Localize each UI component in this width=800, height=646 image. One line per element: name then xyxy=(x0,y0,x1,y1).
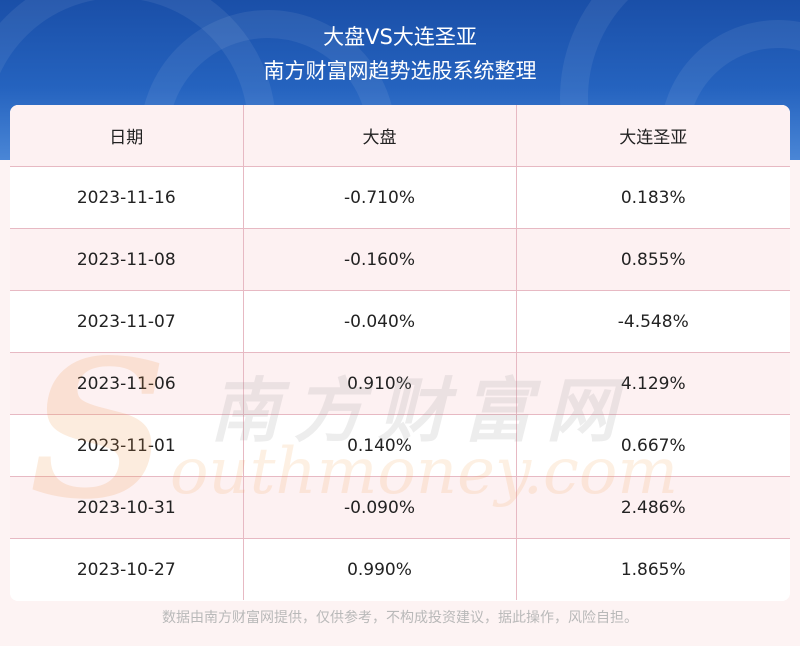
market-change-cell: -0.710% xyxy=(243,166,517,229)
page-title: 大盘VS大连圣亚 xyxy=(323,25,477,49)
stock-change-cell: 0.667% xyxy=(516,414,790,477)
market-change-cell: -0.040% xyxy=(243,290,517,353)
column-header-stock: 大连圣亚 xyxy=(516,105,790,167)
market-change-cell: 0.140% xyxy=(243,414,517,477)
market-change-cell: 0.990% xyxy=(243,538,517,600)
table-row: 2023-11-06 0.910% 4.129% xyxy=(10,352,790,415)
stock-change-cell: 4.129% xyxy=(516,352,790,415)
table-row: 2023-11-01 0.140% 0.667% xyxy=(10,414,790,477)
date-cell: 2023-11-08 xyxy=(10,228,244,291)
date-cell: 2023-11-01 xyxy=(10,414,244,477)
stock-change-cell: 0.855% xyxy=(516,228,790,291)
table-header-row: 日期 大盘 大连圣亚 xyxy=(10,105,790,167)
date-cell: 2023-11-07 xyxy=(10,290,244,353)
stock-change-cell: 0.183% xyxy=(516,166,790,229)
date-cell: 2023-10-31 xyxy=(10,476,244,539)
table-row: 2023-10-27 0.990% 1.865% xyxy=(10,538,790,600)
page-subtitle: 南方财富网趋势选股系统整理 xyxy=(263,59,537,83)
market-change-cell: -0.160% xyxy=(243,228,517,291)
stock-change-cell: 2.486% xyxy=(516,476,790,539)
comparison-table: 日期 大盘 大连圣亚 2023-11-16 -0.710% 0.183% 202… xyxy=(10,105,790,600)
table-row: 2023-11-07 -0.040% -4.548% xyxy=(10,290,790,353)
date-cell: 2023-10-27 xyxy=(10,538,244,600)
date-cell: 2023-11-16 xyxy=(10,166,244,229)
table-row: 2023-10-31 -0.090% 2.486% xyxy=(10,476,790,539)
column-header-date: 日期 xyxy=(10,105,244,167)
stock-change-cell: 1.865% xyxy=(516,538,790,600)
market-change-cell: 0.910% xyxy=(243,352,517,415)
column-header-market: 大盘 xyxy=(243,105,517,167)
market-change-cell: -0.090% xyxy=(243,476,517,539)
stock-change-cell: -4.548% xyxy=(516,290,790,353)
data-table-card: 日期 大盘 大连圣亚 2023-11-16 -0.710% 0.183% 202… xyxy=(10,105,790,601)
date-cell: 2023-11-06 xyxy=(10,352,244,415)
disclaimer-footer: 数据由南方财富网提供，仅供参考，不构成投资建议，据此操作，风险自担。 xyxy=(162,610,638,626)
table-row: 2023-11-08 -0.160% 0.855% xyxy=(10,228,790,291)
table-row: 2023-11-16 -0.710% 0.183% xyxy=(10,166,790,229)
